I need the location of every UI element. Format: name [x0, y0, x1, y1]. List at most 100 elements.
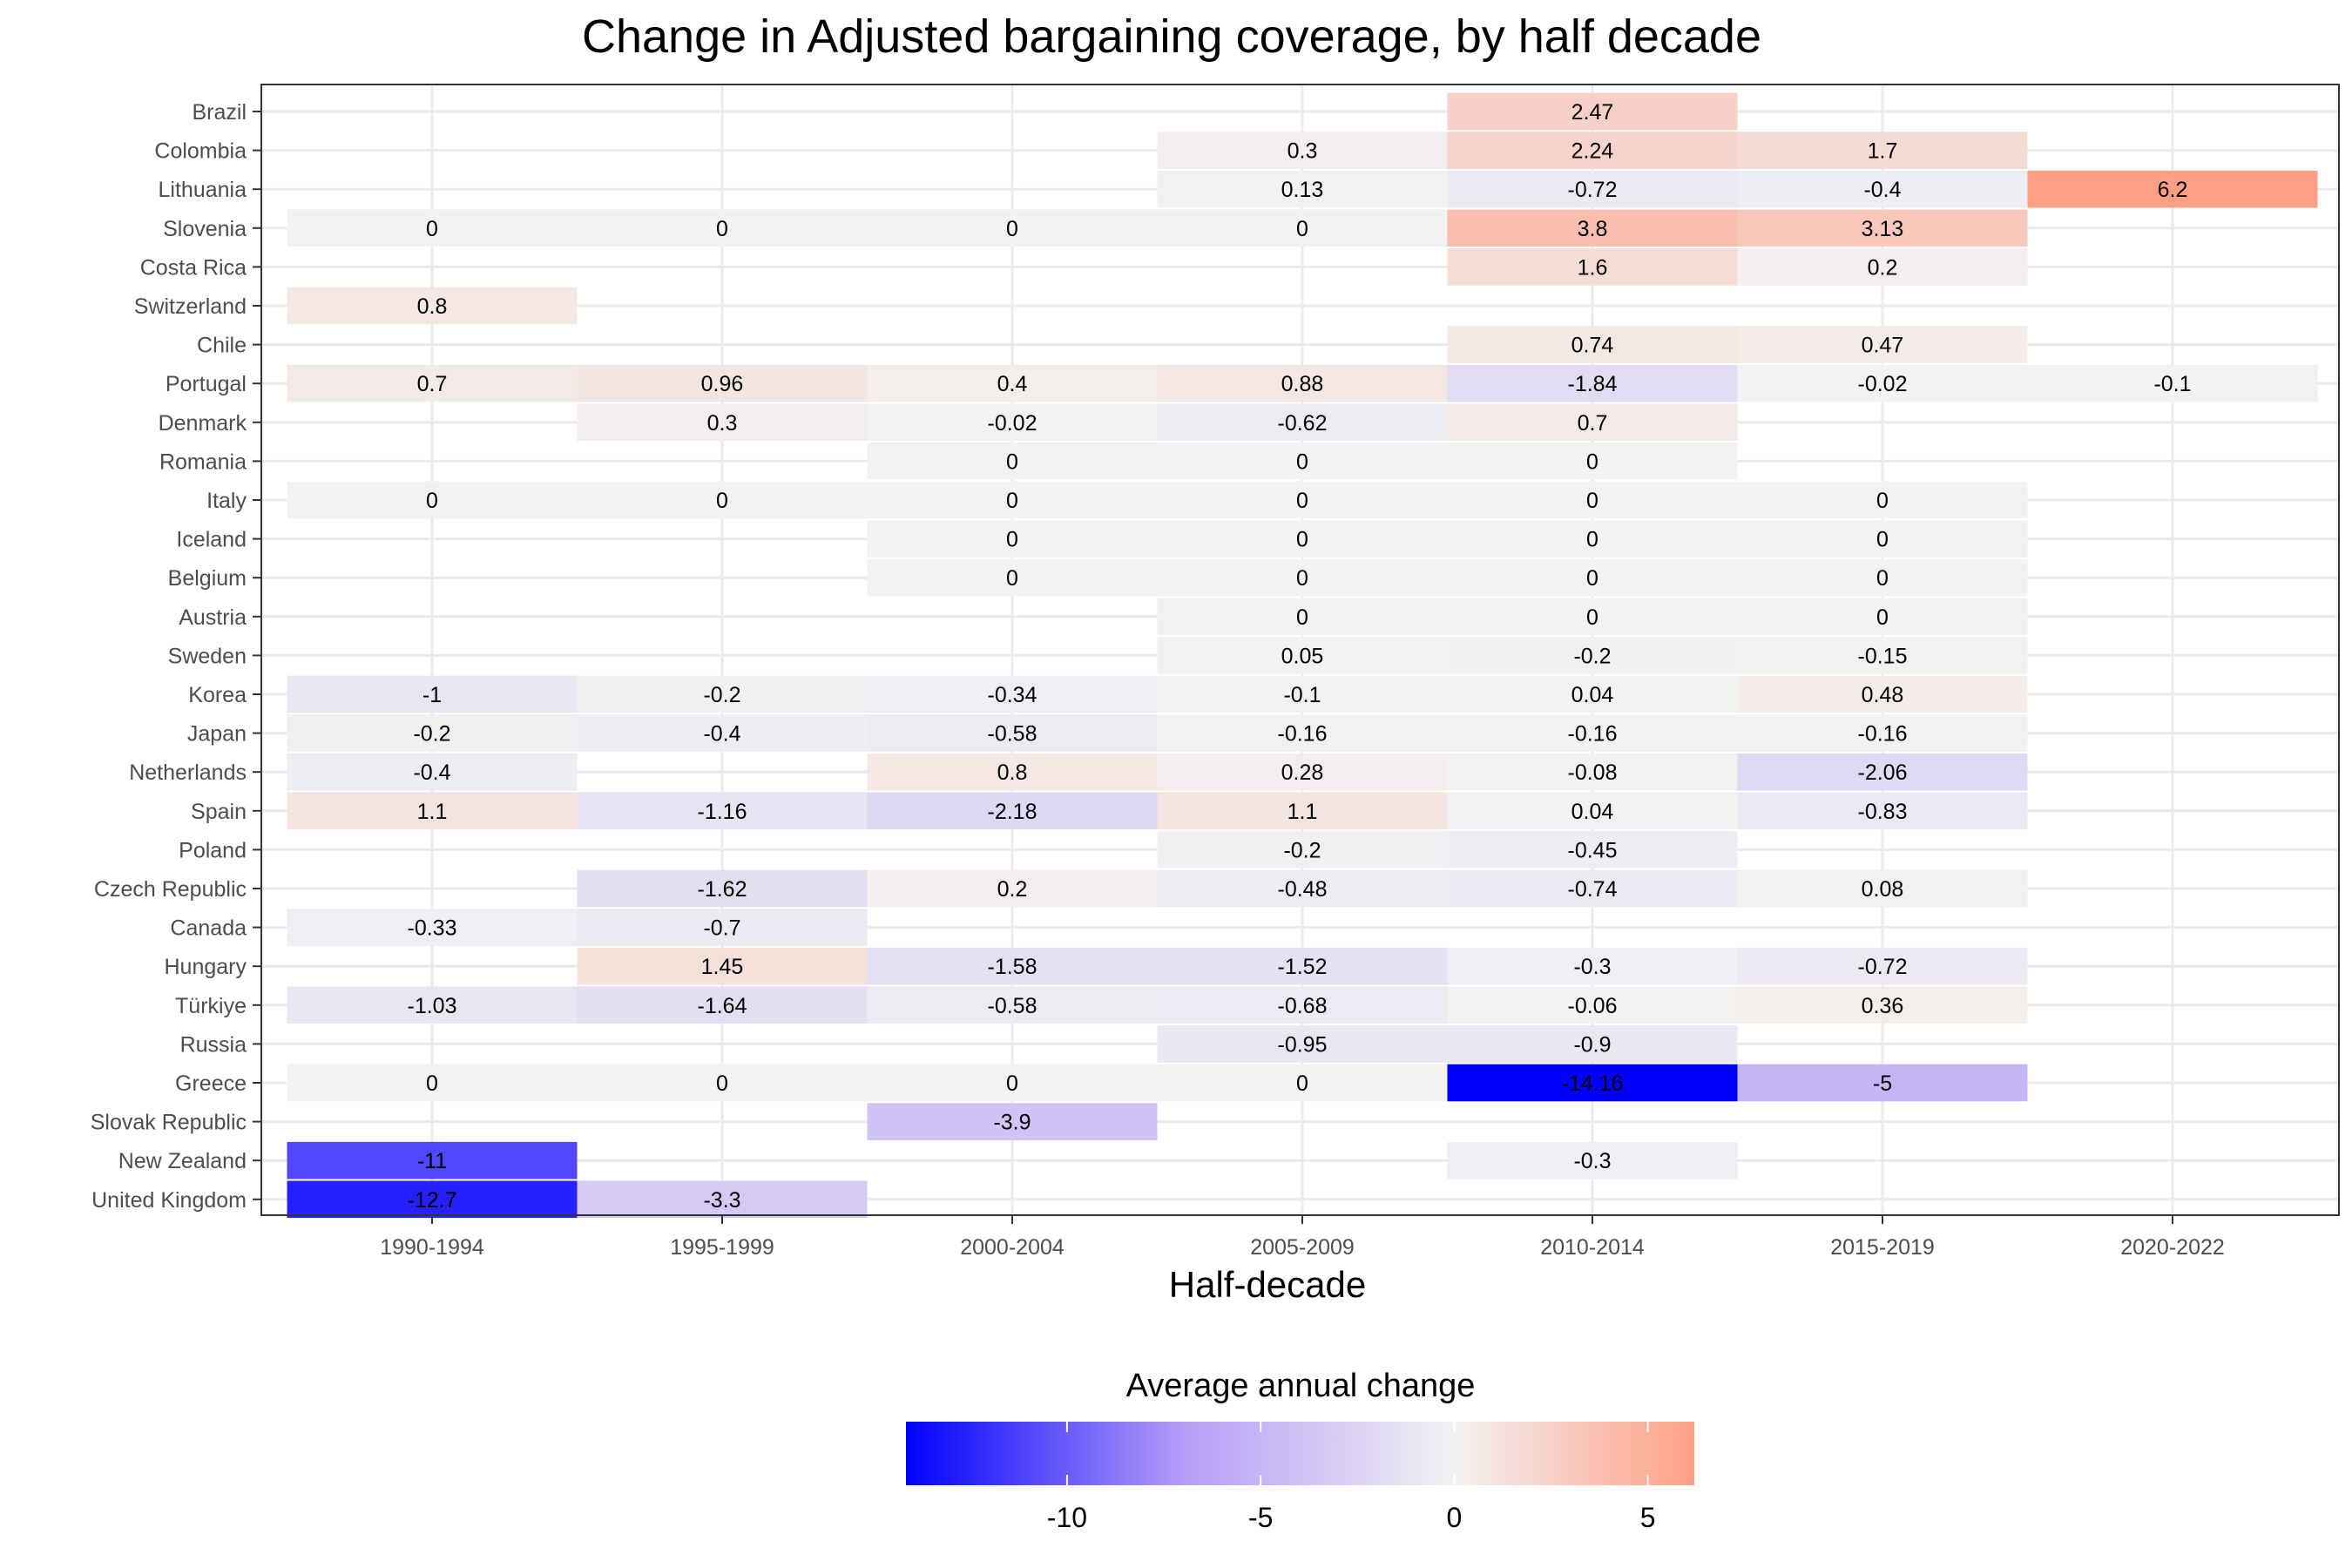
cell-value-label: 0.36	[1862, 994, 1904, 1018]
y-tick-label: Chile	[197, 334, 247, 358]
heatmap-cell	[1447, 714, 1738, 752]
heatmap-cell	[1157, 947, 1448, 985]
cell-value-label: 0.3	[707, 411, 738, 436]
heatmap-cell	[2027, 170, 2318, 208]
heatmap-cell	[867, 947, 1158, 985]
heatmap-cell	[1157, 443, 1448, 480]
cell-value-label: 0	[1296, 217, 1308, 241]
y-tick-label: Iceland	[176, 528, 247, 552]
cell-value-label: 0	[1586, 449, 1598, 474]
heatmap-cell	[287, 209, 578, 247]
cell-value-label: -3.3	[703, 1188, 740, 1213]
heatmap-cell	[867, 520, 1158, 558]
heatmap-cell	[1157, 714, 1448, 752]
y-tick-label: Colombia	[154, 139, 247, 164]
cell-value-label: 0.04	[1571, 800, 1614, 824]
cell-value-label: 0	[1006, 528, 1018, 552]
heatmap-cell	[577, 947, 868, 985]
heatmap-cell	[1447, 753, 1738, 791]
cell-value-label: -0.02	[988, 411, 1037, 436]
cell-value-label: 0.7	[417, 372, 448, 396]
cell-value-label: -0.45	[1568, 838, 1618, 862]
legend-tick-label: 0	[1447, 1502, 1463, 1533]
cell-value-label: -12.7	[408, 1188, 457, 1213]
y-tick-label: Czech Republic	[94, 877, 247, 902]
heatmap-cell	[1157, 753, 1448, 791]
cell-value-label: 0	[1006, 489, 1018, 513]
cell-value-label: -0.1	[1283, 683, 1321, 707]
cell-value-label: 1.1	[1288, 800, 1318, 824]
cell-value-label: -0.9	[1573, 1032, 1611, 1057]
heatmap-cell	[1447, 792, 1738, 830]
cell-value-label: -0.4	[703, 722, 740, 747]
cell-value-label: 0	[1296, 605, 1308, 630]
heatmap-cell	[1157, 831, 1448, 868]
heatmap-cell	[287, 1141, 578, 1179]
y-tick-label: Slovenia	[163, 217, 247, 241]
cell-value-label: -1.84	[1568, 372, 1618, 396]
cell-value-label: 0	[1296, 566, 1308, 591]
cell-value-label: 0	[1006, 566, 1018, 591]
cell-value-label: -0.4	[413, 760, 450, 785]
cell-value-label: -0.58	[988, 722, 1037, 747]
heatmap-cell	[1157, 520, 1448, 558]
cell-value-label: 0.8	[417, 294, 448, 319]
y-tick-label: Austria	[179, 605, 247, 630]
cell-value-label: -0.62	[1278, 411, 1328, 436]
heatmap-cell	[1447, 1025, 1738, 1063]
cell-value-label: 0.8	[997, 760, 1028, 785]
y-tick-label: Japan	[187, 722, 247, 747]
heatmap-cell	[867, 986, 1158, 1024]
heatmap-cell	[287, 714, 578, 752]
cell-value-label: 0.04	[1571, 683, 1614, 707]
legend-tick-label: -5	[1248, 1502, 1273, 1533]
heatmap-cell	[1157, 1025, 1448, 1063]
cell-value-label: 0	[1876, 566, 1889, 591]
legend-tick-label: -10	[1047, 1502, 1087, 1533]
heatmap-cell	[287, 753, 578, 791]
y-tick-label: Denmark	[159, 411, 247, 436]
cell-value-label: -2.06	[1858, 760, 1908, 785]
heatmap-cell	[1447, 637, 1738, 674]
cell-value-label: 0	[1586, 489, 1598, 513]
heatmap-cell	[1737, 558, 2028, 597]
cell-value-label: 0.48	[1862, 683, 1904, 707]
heatmap-cell	[1737, 753, 2028, 791]
heatmap-cell	[1737, 326, 2028, 363]
heatmap-cell	[1447, 947, 1738, 985]
y-tick-label: Greece	[175, 1071, 247, 1096]
heatmap-cell	[287, 364, 578, 402]
heatmap-cell	[867, 753, 1158, 791]
heatmap-cell	[1447, 675, 1738, 713]
heatmap-cell	[1737, 132, 2028, 169]
cell-value-label: 3.13	[1862, 217, 1904, 241]
heatmap-cell	[287, 481, 578, 519]
heatmap-cell	[1737, 598, 2028, 636]
heatmap-cell	[287, 287, 578, 325]
x-tick-label: 2010-2014	[1540, 1235, 1645, 1260]
heatmap-cell	[1157, 558, 1448, 597]
cell-value-label: -0.3	[1573, 1149, 1611, 1173]
cell-value-label: -1.62	[698, 877, 747, 902]
heatmap-cell	[1737, 209, 2028, 247]
heatmap-cell	[1157, 637, 1448, 674]
heatmap-cell	[1447, 170, 1738, 208]
heatmap-cell	[577, 792, 868, 830]
heatmap-cell	[1737, 986, 2028, 1024]
y-tick-label: Switzerland	[134, 294, 247, 319]
heatmap-cell	[1157, 209, 1448, 247]
heatmap-cell	[1447, 869, 1738, 908]
heatmap-cell	[287, 909, 578, 946]
y-tick-label: Türkiye	[175, 994, 247, 1018]
heatmap-cell	[1447, 364, 1738, 402]
y-tick-label: Brazil	[192, 100, 247, 125]
y-tick-label: Netherlands	[129, 760, 247, 785]
cell-value-label: 0	[426, 1071, 438, 1096]
cell-value-label: 0	[1586, 566, 1598, 591]
cell-value-label: -0.83	[1858, 800, 1908, 824]
heatmap-cell	[1157, 675, 1448, 713]
heatmap-cell	[1737, 481, 2028, 519]
heatmap-cell	[2027, 364, 2318, 402]
heatmap-cell	[287, 1064, 578, 1102]
heatmap-cell	[287, 1180, 578, 1219]
